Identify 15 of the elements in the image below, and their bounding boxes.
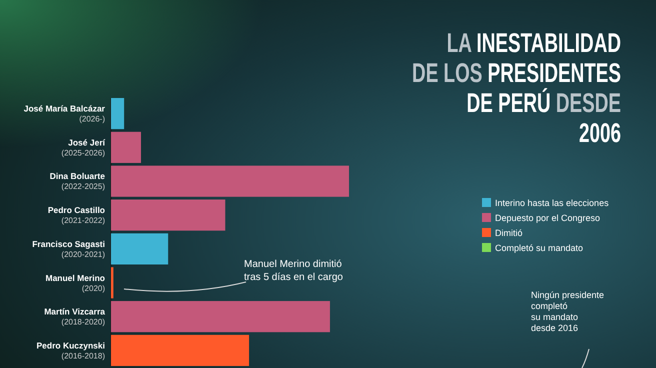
y-tick-label: Pedro Castillo (2021-2022) — [48, 205, 106, 226]
y-tick-label: José Jerí (2025-2026) — [61, 137, 106, 158]
chart-title: LA INESTABILIDAD DE LOS PRESIDENTES DE PERÚ DESDE 2006 — [412, 28, 621, 148]
legend-label: Interino hasta las elecciones — [495, 198, 610, 208]
y-tick-label: Francisco Sagasti (2020-2021) — [32, 238, 106, 259]
y-tick-label: José María Balcázar (2026-) — [24, 104, 106, 124]
legend-label: Completó su mandato — [495, 243, 584, 253]
y-tick-label: Pedro Kuczynski (2016-2018) — [36, 340, 106, 360]
legend-label: Dimitió — [495, 228, 523, 238]
annotation: Manuel Merino dimitió tras 5 días en el cargo — [244, 259, 344, 283]
text: Ningún presidente completó su mandato desde 2016 — [531, 290, 604, 333]
y-tick-label: Manuel Merino (2020) — [45, 272, 106, 293]
legend-label: Depuesto por el Congreso — [495, 213, 600, 223]
y-tick-label: Martín Vizcarra (2018-2020) — [44, 306, 106, 327]
y-tick-label: Dina Boluarte (2022-2025) — [50, 171, 106, 192]
